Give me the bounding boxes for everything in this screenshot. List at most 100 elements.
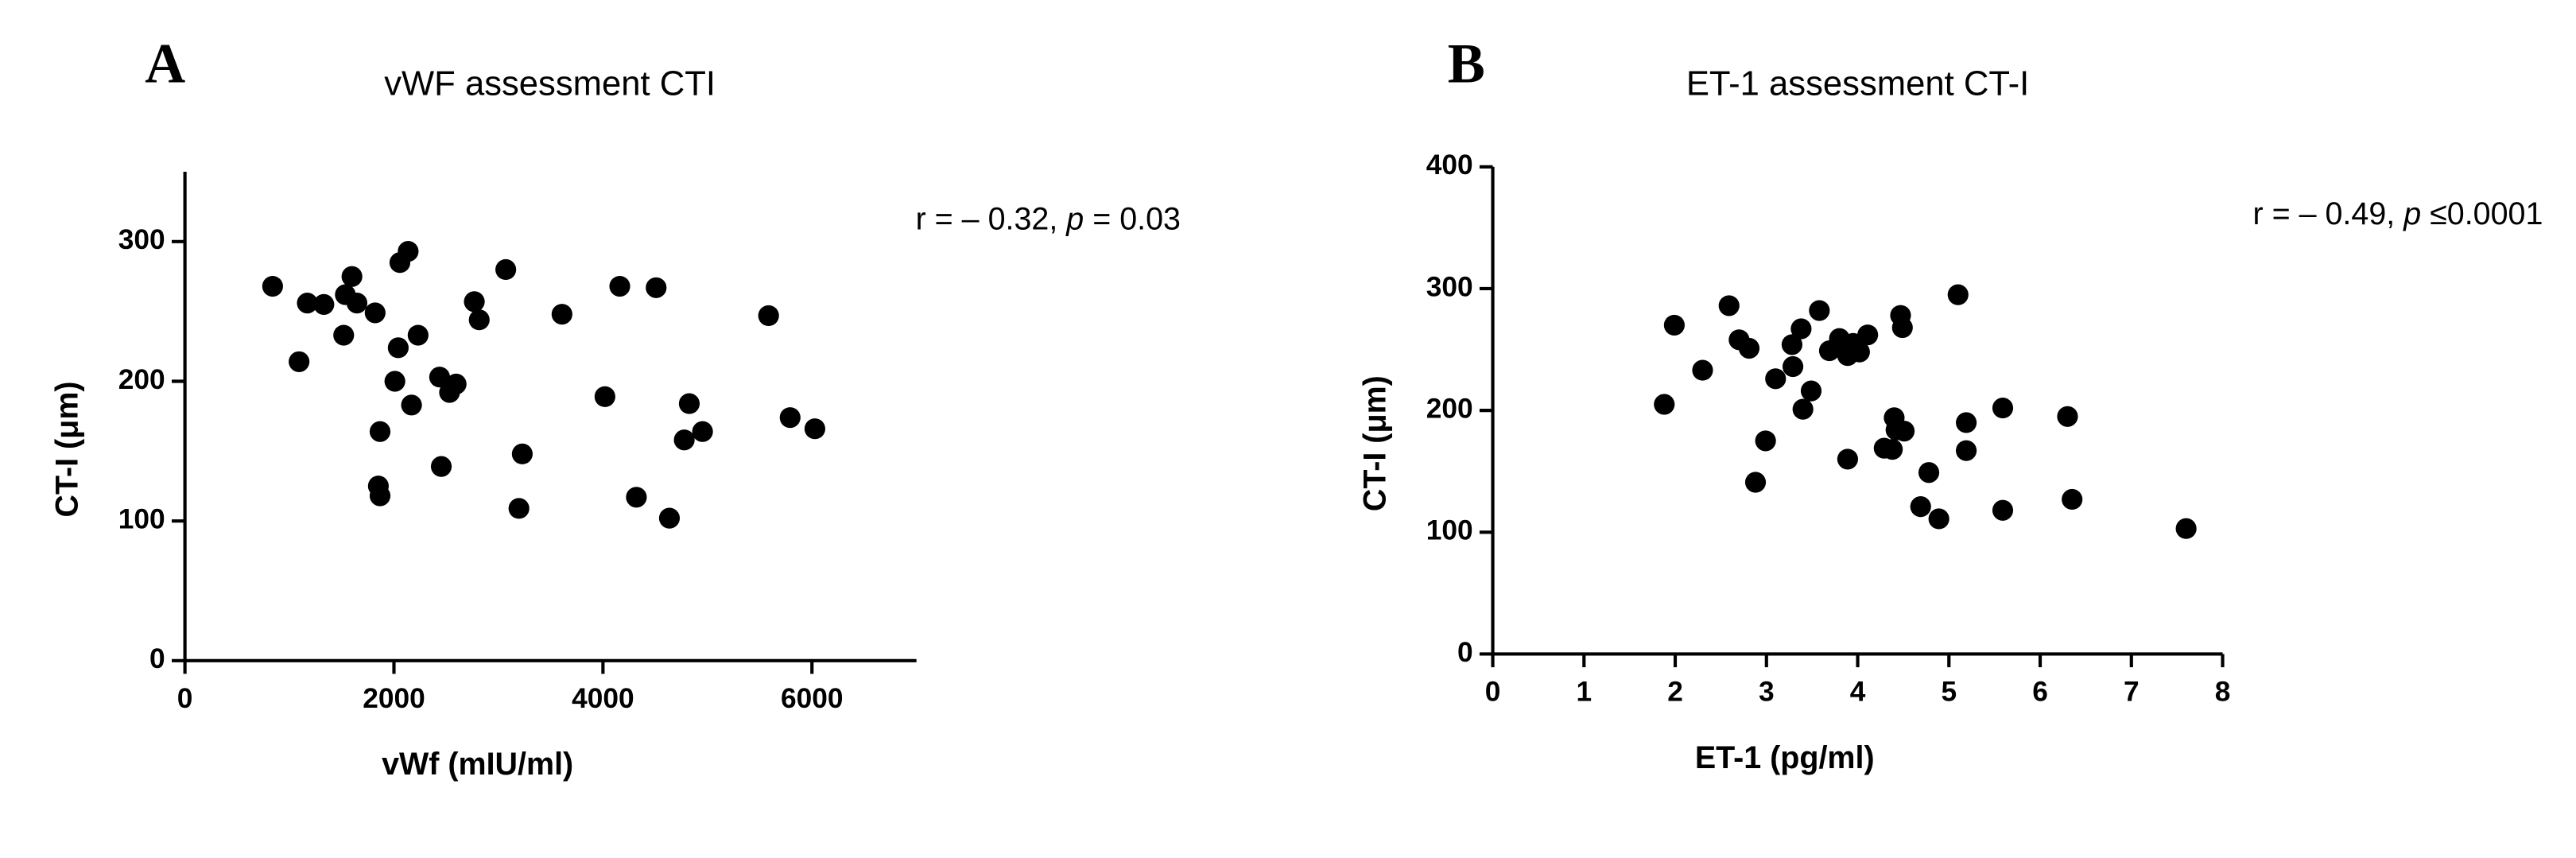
data-point — [495, 258, 517, 281]
data-point — [384, 371, 405, 392]
data-point — [1891, 316, 1913, 339]
annotation-part: r = – 0.49, — [2252, 197, 2403, 232]
data-point — [387, 337, 409, 359]
data-point — [401, 394, 422, 416]
data-point — [289, 351, 310, 372]
x-tick-label: 2000 — [363, 683, 425, 714]
data-point — [1744, 472, 1767, 493]
y-tick-label: 200 — [118, 364, 165, 395]
data-point — [1947, 284, 1969, 305]
data-point — [551, 304, 572, 325]
x-tick-label: 5 — [1941, 677, 1957, 708]
data-point — [1857, 324, 1879, 346]
annotation-part: p — [2403, 197, 2421, 232]
data-point — [1765, 368, 1787, 390]
y-tick-label: 100 — [118, 503, 165, 534]
annotation-part: = 0.03 — [1084, 202, 1181, 237]
x-tick-label: 6 — [2032, 677, 2048, 708]
data-point — [609, 275, 630, 297]
data-point — [262, 275, 283, 297]
data-point — [1738, 337, 1760, 359]
annotation-part: p — [1065, 202, 1084, 237]
data-point — [1663, 314, 1685, 336]
y-axis-label: CT-I (μm) — [1358, 375, 1393, 511]
data-point — [594, 386, 615, 407]
data-point — [1781, 334, 1803, 355]
data-point — [692, 421, 713, 442]
data-point — [804, 418, 826, 440]
x-tick-label: 4000 — [572, 683, 634, 714]
data-point — [333, 324, 355, 346]
data-point — [2175, 518, 2197, 539]
data-point — [2062, 488, 2083, 511]
y-tick-label: 300 — [1426, 271, 1473, 302]
x-tick-label: 3 — [1759, 677, 1775, 708]
data-point — [626, 487, 647, 508]
panel-label: A — [145, 33, 185, 95]
data-point — [407, 324, 429, 346]
data-point — [313, 293, 335, 315]
data-point — [1992, 499, 2014, 521]
data-point — [508, 498, 530, 519]
data-point — [758, 305, 779, 327]
data-point — [430, 456, 452, 477]
data-point — [1800, 380, 1822, 402]
data-point — [1837, 448, 1859, 470]
annotation-part: r = – 0.32, — [916, 202, 1067, 237]
data-point — [1654, 394, 1675, 415]
y-tick-label: 200 — [1426, 393, 1473, 424]
chart-title: ET-1 assessment CT-I — [1686, 65, 2029, 103]
x-tick-label: 7 — [2124, 677, 2140, 708]
x-tick-label: 2 — [1667, 677, 1683, 708]
x-tick-label: 0 — [1485, 677, 1501, 708]
x-axis-label: vWf (mIU/ml) — [382, 747, 573, 782]
x-tick-label: 6000 — [781, 683, 844, 714]
y-tick-label: 400 — [1426, 149, 1473, 181]
panel-label: B — [1448, 33, 1485, 95]
data-point — [364, 302, 386, 324]
y-tick-label: 0 — [1457, 637, 1473, 668]
data-point — [369, 485, 391, 507]
data-point — [297, 293, 318, 314]
data-point — [398, 241, 419, 262]
data-point — [1692, 359, 1713, 381]
x-tick-label: 1 — [1576, 677, 1592, 708]
data-point — [1718, 295, 1740, 316]
data-point — [468, 309, 490, 331]
y-tick-label: 300 — [118, 224, 165, 255]
y-tick-label: 0 — [149, 643, 165, 674]
data-point — [369, 421, 391, 442]
data-point — [673, 429, 695, 451]
chart-title: vWF assessment CTI — [384, 65, 716, 103]
data-point — [439, 382, 460, 403]
annotation: r = – 0.49, p ≤0.0001 — [2252, 197, 2543, 232]
data-point — [346, 293, 368, 314]
data-point — [511, 443, 533, 464]
data-point — [1956, 440, 1977, 461]
data-point — [1809, 300, 1830, 321]
data-point — [429, 367, 451, 388]
data-point — [1918, 462, 1940, 483]
data-point — [658, 507, 681, 529]
data-point — [678, 393, 700, 414]
annotation: r = – 0.32, p = 0.03 — [916, 202, 1181, 237]
data-point — [1992, 397, 2014, 419]
data-point — [464, 291, 485, 313]
y-tick-label: 100 — [1426, 515, 1473, 546]
data-point — [1910, 496, 1931, 518]
data-point — [1792, 398, 1814, 420]
x-axis-label: ET-1 (pg/ml) — [1695, 740, 1875, 775]
data-point — [1755, 430, 1776, 452]
data-point — [1893, 421, 1915, 442]
data-point — [646, 277, 667, 298]
data-point — [1849, 341, 1870, 363]
x-tick-label: 8 — [2215, 677, 2231, 708]
x-tick-label: 4 — [1850, 677, 1866, 708]
data-point — [2057, 406, 2078, 427]
data-point — [1956, 412, 1977, 433]
data-point — [1882, 439, 1903, 460]
data-point — [1790, 318, 1812, 340]
data-point — [341, 266, 363, 287]
data-point — [1782, 355, 1804, 378]
